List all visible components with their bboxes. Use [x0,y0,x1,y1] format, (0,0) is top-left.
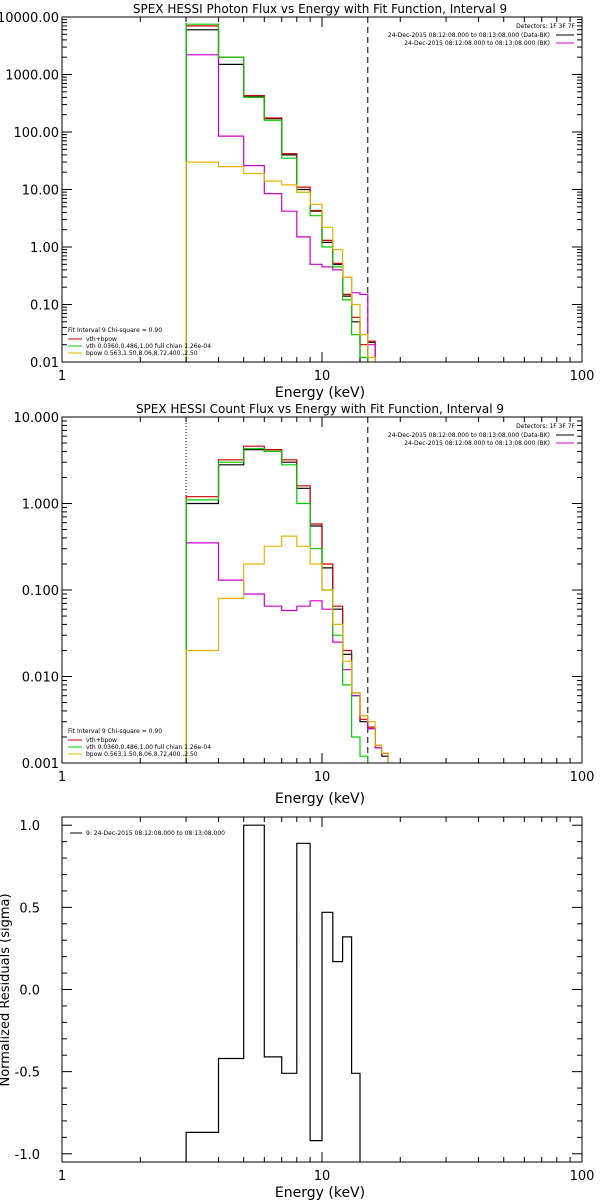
count-flux-x-axis-label: Energy (keV) [275,791,365,807]
x-tick-label: 10 [314,770,331,785]
y-tick-label: 0.01 [30,356,59,371]
y-tick-label: 0.10 [30,299,59,314]
residuals-panel: 1 10 100 -1.0 -0.5 0.0 0.5 1.0 Energy (keV) Nor… [0,816,595,1200]
y-tick-label: 0.5 [19,901,40,916]
photon-flux-legend-data-bk: 24-Dec-2015 08:12:08.000 to 08:13:08.000… [388,32,550,39]
series-line-bpow [185,535,389,763]
y-tick-label: 1.000 [22,498,59,513]
count-flux-legend-vth: vth 0.0360,0.486,1.00 full chian 1.26e-0… [86,744,211,751]
plot-clip-group [185,417,389,763]
photon-flux-axes: 1 10 100 0.01 0.10 1.00 10.00 100.00 1000.00 1000… [0,11,594,384]
photon-flux-legend-top-right: Detectors: 1F 3F 7F 24-Dec-2015 08:12:08… [388,23,576,47]
y-tick-label: 100.00 [14,126,60,141]
residuals-axes: 1 10 100 -1.0 -0.5 0.0 0.5 1.0 [15,816,595,1184]
x-tick-label: 1 [58,770,66,785]
series-line-total [185,542,389,763]
series-line-data [185,29,376,362]
photon-flux-legend-bottom-left: Fit Interval 9 Chi-square = 0.90 vth+bpo… [68,327,211,357]
y-tick-label: -0.5 [15,1066,40,1081]
count-flux-legend-bottom-left: Fit Interval 9 Chi-square = 0.90 vth+bpo… [68,728,211,758]
x-tick-label: 100 [570,770,595,785]
photon-flux-legend-total: vth+bpow [86,336,117,343]
count-flux-legend-total: vth+bpow [86,737,117,744]
count-flux-legend-fit-header: Fit Interval 9 Chi-square = 0.90 [68,728,162,735]
series-line-bk [185,445,389,763]
plot-frame [61,16,583,363]
y-tick-label: 10000.00 [0,11,59,26]
count-flux-legend-top-right: Detectors: 1F 3F 7F 24-Dec-2015 08:12:08… [388,423,576,447]
count-flux-legend-detectors: Detectors: 1F 3F 7F [516,423,575,430]
photon-flux-plot-area [185,17,376,362]
photon-flux-x-axis-label: Energy (keV) [275,385,365,401]
count-flux-legend-bk: 24-Dec-2015 08:12:08.000 to 08:13:08.000… [404,440,550,447]
residuals-plot-area [185,824,361,1162]
series-line-total [185,54,376,362]
y-tick-label: 1.0 [19,819,40,834]
x-tick-label: 10 [314,369,331,384]
series-line-bpow [185,161,376,362]
y-tick-label: 10.000 [14,411,60,426]
x-tick-label: 100 [570,369,595,384]
x-tick-label: 1 [58,1169,66,1184]
photon-flux-legend-vth: vth 0.0360,0.486,1.00 full chian 1.26e-0… [86,343,211,350]
y-tick-label: 0.001 [22,757,59,772]
plot-clip-group [185,824,361,1162]
residuals-legend: 9: 24-Dec-2015 08:12:08.000 to 08:13:08.… [70,830,225,837]
y-tick-label: 1000.00 [5,69,59,84]
residuals-x-axis-label: Energy (keV) [275,1185,365,1200]
x-tick-label: 1 [58,369,66,384]
photon-flux-legend-bpow: bpow 0.563,1.50,8.06,8.72,400.,2.50 [86,350,198,357]
count-flux-axes: 1 10 100 0.001 0.010 0.100 1.000 10.000 [14,411,595,785]
residuals-y-axis-label: Normalized Residuals (sigma) [0,893,13,1086]
series-line-vth [185,448,369,763]
count-flux-plot-area [185,417,389,763]
photon-flux-legend-bk: 24-Dec-2015 08:12:08.000 to 08:13:08.000… [404,40,550,47]
series-line-data [185,824,361,1162]
y-tick-label: -1.0 [15,1148,40,1163]
photon-flux-legend-detectors: Detectors: 1F 3F 7F [516,23,575,30]
x-tick-label: 100 [570,1169,595,1184]
count-flux-legend-bpow: bpow 0.563,1.50,8.06,8.72,400.,2.50 [86,751,198,758]
count-flux-panel: SPEX HESSI Count Flux vs Energy with Fit… [14,402,595,807]
y-tick-label: 1.00 [30,241,59,256]
x-tick-label: 10 [314,1169,331,1184]
photon-flux-legend-fit-header: Fit Interval 9 Chi-square = 0.90 [68,327,162,334]
count-flux-title: SPEX HESSI Count Flux vs Energy with Fit… [136,402,504,416]
y-tick-label: 10.00 [22,184,59,199]
photon-flux-panel: SPEX HESSI Photon Flux vs Energy with Fi… [0,2,594,401]
photon-flux-title: SPEX HESSI Photon Flux vs Energy with Fi… [133,2,507,16]
y-tick-label: 0.100 [22,584,59,599]
count-flux-legend-data-bk: 24-Dec-2015 08:12:08.000 to 08:13:08.000… [388,432,550,439]
y-tick-label: 0.0 [19,984,40,999]
residuals-legend-label: 9: 24-Dec-2015 08:12:08.000 to 08:13:08.… [86,830,225,837]
y-tick-label: 0.010 [22,671,59,686]
plot-clip-group [185,17,376,362]
